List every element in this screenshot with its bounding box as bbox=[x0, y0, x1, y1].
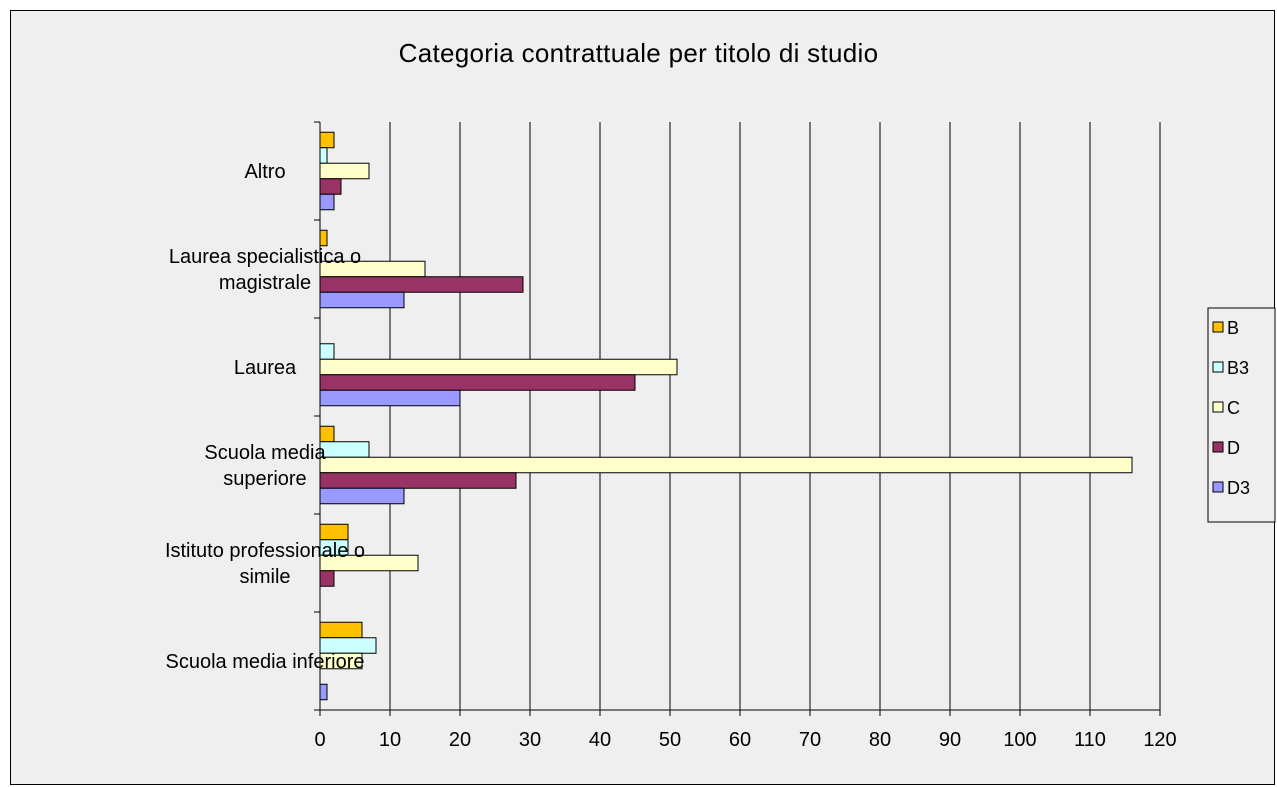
bar-b-5 bbox=[319, 621, 363, 639]
x-tick-label: 80 bbox=[869, 729, 891, 751]
x-tick-label: 50 bbox=[659, 729, 681, 751]
category-label: Scuola media bbox=[204, 442, 326, 464]
x-tick-label: 70 bbox=[799, 729, 821, 751]
bar-d3-0 bbox=[319, 193, 335, 211]
bar-layer bbox=[319, 131, 1133, 701]
x-tick-label: 20 bbox=[449, 729, 471, 751]
bar-d3-1 bbox=[319, 291, 405, 309]
chart-title: Categoria contrattuale per titolo di stu… bbox=[398, 38, 879, 68]
bar-b3-3 bbox=[319, 441, 370, 458]
legend-label-b: B bbox=[1227, 318, 1239, 338]
chart-frame bbox=[10, 10, 1275, 785]
legend-swatch-d3 bbox=[1212, 481, 1224, 493]
category-label: superiore bbox=[223, 468, 306, 490]
bar-c-0 bbox=[319, 162, 370, 180]
bar-c-2 bbox=[319, 358, 678, 376]
bar-d-1 bbox=[319, 276, 524, 293]
x-tick-label: 0 bbox=[314, 729, 325, 751]
x-tick-label: 90 bbox=[939, 729, 961, 751]
legend-swatch-d bbox=[1212, 441, 1224, 453]
bar-d-3 bbox=[319, 472, 517, 489]
bar-d-2 bbox=[319, 374, 636, 391]
category-label: Laurea bbox=[234, 357, 297, 379]
x-tick-label: 100 bbox=[1003, 729, 1036, 751]
bar-b3-2 bbox=[319, 343, 335, 360]
bar-b3-0 bbox=[319, 147, 328, 164]
x-tick-label: 120 bbox=[1143, 729, 1176, 751]
category-label: Altro bbox=[244, 161, 285, 183]
bar-c-5 bbox=[319, 652, 363, 670]
legend-swatch-b3 bbox=[1212, 361, 1224, 373]
x-tick-label: 10 bbox=[379, 729, 401, 751]
bar-b-1 bbox=[319, 229, 328, 247]
bar-d3-3 bbox=[319, 487, 405, 505]
legend-label-d: D bbox=[1227, 438, 1240, 458]
bar-d3-5 bbox=[319, 683, 328, 701]
legend-label-d3: D3 bbox=[1227, 478, 1250, 498]
category-label: Istituto professionale o bbox=[165, 540, 365, 562]
category-label: Laurea specialistica o bbox=[169, 246, 361, 268]
category-label: Scuola media inferiore bbox=[166, 651, 365, 673]
bar-c-4 bbox=[319, 554, 419, 572]
legend-swatch-c bbox=[1212, 401, 1224, 413]
label-layer: 0 10 20 30 40 50 60 70 80 90 100 110 120 Altro Laurea … bbox=[165, 161, 1177, 751]
x-tick-label: 60 bbox=[729, 729, 751, 751]
grid-layer bbox=[389, 122, 1161, 710]
bar-c-3 bbox=[319, 456, 1133, 474]
bar-d-4 bbox=[319, 570, 335, 587]
legend: B B3 CD D3 bbox=[1207, 307, 1276, 523]
x-tick-label: 30 bbox=[519, 729, 541, 751]
bar-b-3 bbox=[319, 425, 335, 443]
bar-d3-2 bbox=[319, 389, 461, 407]
legend-label-c: C bbox=[1227, 398, 1240, 418]
x-tick-label: 40 bbox=[589, 729, 611, 751]
legend-label-b3: B3 bbox=[1227, 358, 1249, 378]
x-tick-label: 110 bbox=[1074, 729, 1106, 751]
bar-b-0 bbox=[319, 131, 335, 149]
category-label: magistrale bbox=[219, 272, 311, 294]
bar-b-4 bbox=[319, 523, 349, 541]
bar-d-0 bbox=[319, 178, 342, 195]
category-label: simile bbox=[239, 566, 290, 588]
legend-swatch-b bbox=[1212, 321, 1224, 333]
axis-layer bbox=[314, 121, 1161, 716]
